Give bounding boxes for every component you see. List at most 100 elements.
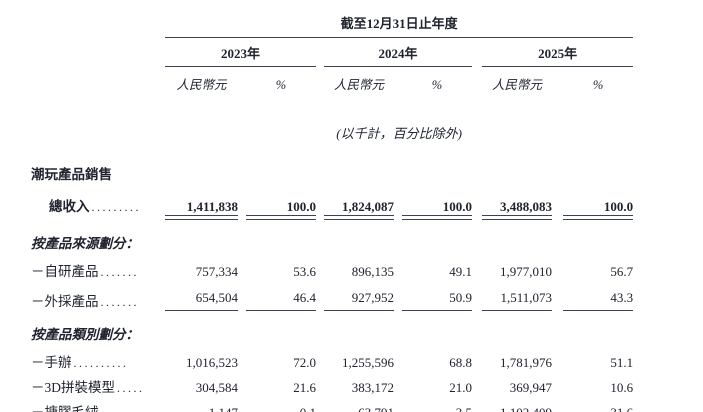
col-spacer [552, 254, 563, 280]
row-label-vinyl-plush: －搪膠毛絨....... [25, 396, 165, 412]
col-spacer [316, 345, 324, 371]
col-spacer [394, 67, 402, 99]
value-cell: 53.6 [293, 263, 316, 279]
unit-note: (以千計，百分比除外) [336, 126, 462, 141]
value-cell: 1,977,010 [500, 263, 552, 279]
section-header-by-category: 按產品類別劃分： [31, 326, 139, 342]
value-cell: 1,102,409 [500, 404, 552, 412]
col-spacer [472, 280, 482, 311]
value-cell: 43.3 [563, 279, 634, 311]
percent-header-2025: % [592, 78, 604, 92]
col-spacer [238, 67, 246, 99]
col-spacer [552, 345, 563, 371]
value-cell: 100.0 [246, 185, 316, 220]
value-cell: 51.1 [610, 354, 634, 370]
col-spacer [472, 67, 482, 99]
value-cell: 1,781,976 [500, 354, 552, 370]
value-cell: 757,334 [195, 263, 238, 279]
col-spacer [472, 345, 482, 371]
currency-header-2025: 人民幣元 [491, 78, 542, 92]
col-spacer [238, 280, 246, 311]
col-spacer [552, 371, 563, 396]
col-spacer [472, 396, 482, 412]
col-spacer [394, 185, 402, 219]
value-cell: 68.8 [449, 354, 472, 370]
row-label-text: －3D拼裝模型 [31, 379, 115, 395]
value-cell: 896,135 [351, 263, 394, 279]
col-spacer [472, 254, 482, 280]
value-cell: 49.1 [449, 263, 472, 279]
value-cell: 304,584 [195, 379, 238, 395]
externally-sourced-row: －外採產品....... 654,504 46.4 927,952 50.9 1… [25, 279, 634, 311]
col-spacer [316, 67, 324, 99]
col-spacer [394, 345, 402, 371]
dot-leader: ..... [117, 380, 145, 395]
row-label-text: －外採產品 [31, 294, 99, 309]
empty-cell [25, 67, 165, 99]
percent-header-2023: % [275, 78, 287, 92]
value-cell: 383,172 [351, 379, 394, 395]
3d-models-row: －3D拼裝模型..... 304,584 21.6 383,172 21.0 3… [25, 371, 633, 396]
col-spacer [472, 38, 482, 67]
value-cell: 1,411,838 [165, 185, 238, 220]
col-spacer [316, 371, 324, 396]
value-cell: 1,824,087 [324, 185, 394, 220]
value-cell: 0.1 [299, 404, 316, 412]
table-row: 潮玩產品銷售 [25, 149, 633, 185]
value-cell: 21.6 [293, 379, 316, 395]
percent-header-2024: % [431, 78, 443, 92]
value-cell: 100.0 [563, 185, 634, 220]
value-cell: 927,952 [324, 279, 394, 311]
currency-header-2024: 人民幣元 [333, 78, 384, 92]
self-developed-row: －自研產品....... 757,334 53.6 896,135 49.1 1… [25, 254, 633, 280]
dot-leader: ....... [100, 264, 139, 279]
value-cell: 50.9 [402, 279, 472, 311]
value-cell: 56.7 [610, 263, 634, 279]
col-spacer [394, 371, 402, 396]
value-cell: 46.4 [246, 279, 316, 311]
dot-leader: ....... [99, 406, 140, 412]
dot-leader: .......... [73, 355, 129, 370]
col-spacer [552, 280, 563, 311]
year-2024-header: 2024年 [324, 37, 472, 67]
subheader-row: 人民幣元 % 人民幣元 % 人民幣元 % [25, 67, 633, 99]
dot-leader: ......... [91, 200, 141, 214]
col-spacer [238, 345, 246, 371]
value-cell: 100.0 [402, 185, 472, 220]
unit-note-row: (以千計，百分比除外) [25, 98, 633, 149]
empty-cell [25, 6, 165, 38]
col-spacer [394, 254, 402, 280]
period-header-row: 截至12月31日止年度 [25, 6, 634, 38]
section-header-by-source: 按產品來源劃分： [31, 235, 139, 251]
row-label-text: 總收入 [49, 199, 90, 214]
revenue-breakdown-table: 截至12月31日止年度 2023年 2024年 2025年 人民幣元 % 人民幣… [25, 6, 634, 412]
year-2023-header: 2023年 [165, 37, 316, 67]
empty-cell [25, 38, 165, 67]
period-header: 截至12月31日止年度 [165, 6, 634, 38]
value-cell: 654,504 [165, 279, 238, 311]
row-label-total-revenue: 總收入......... [25, 185, 165, 219]
value-cell: 63,791 [358, 404, 394, 412]
row-label-externally-sourced: －外採產品....... [25, 280, 165, 311]
empty-cell [25, 98, 165, 149]
col-spacer [394, 280, 402, 311]
col-spacer [316, 254, 324, 280]
row-label-text: －搪膠毛絨 [31, 404, 99, 412]
col-spacer [472, 185, 482, 219]
row-label-text: －手辦 [31, 354, 72, 370]
col-spacer [316, 185, 324, 219]
value-cell: 3.5 [455, 404, 472, 412]
value-cell: 1,255,596 [342, 354, 394, 370]
value-cell: 1,511,073 [482, 279, 552, 311]
group-header-toy-product-sales: 潮玩產品銷售 [31, 167, 112, 182]
value-cell: 369,947 [509, 379, 552, 395]
section-row-by-source: 按產品來源劃分： [25, 219, 633, 254]
section-row-by-category: 按產品類別劃分： [25, 310, 633, 345]
value-cell: 1,147 [208, 404, 238, 412]
row-label-text: －自研產品 [31, 263, 99, 279]
row-label-self-developed: －自研產品....... [25, 254, 165, 280]
col-spacer [316, 396, 324, 412]
col-spacer [552, 185, 563, 219]
col-spacer [238, 371, 246, 396]
